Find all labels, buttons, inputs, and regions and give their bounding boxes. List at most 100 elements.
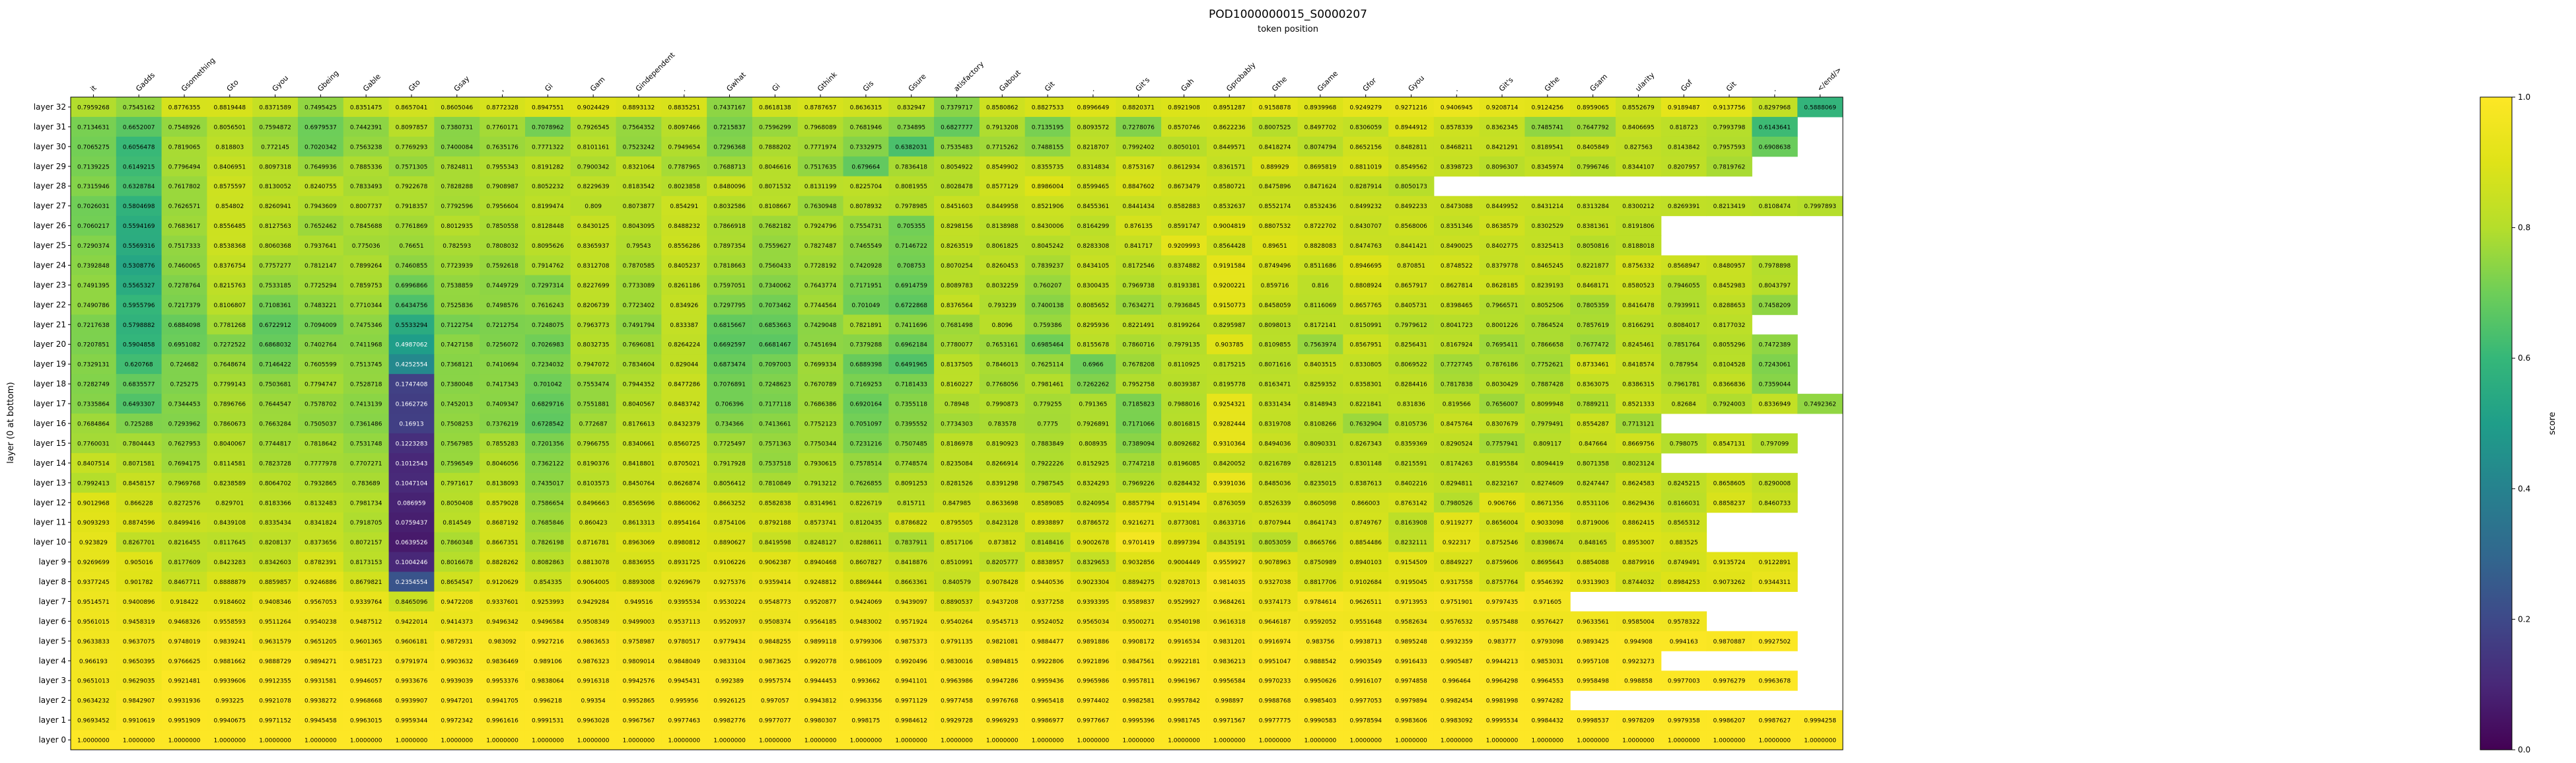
heatmap-cell	[752, 196, 799, 217]
cell-value-label: 0.9994258	[1804, 718, 1836, 725]
heatmap-cell	[570, 492, 617, 513]
cell-value-label: 0.6692597	[713, 342, 746, 349]
x-tick-label: Gabout	[997, 68, 1022, 93]
heatmap-cell	[570, 215, 617, 236]
heatmap-cell	[388, 374, 435, 394]
heatmap-cell	[1706, 156, 1752, 177]
heatmap-cell	[1524, 453, 1571, 474]
heatmap-cell	[1433, 690, 1480, 711]
cell-value-label: 0.8517106	[941, 540, 973, 546]
heatmap-cell	[1479, 97, 1525, 118]
heatmap-cell	[1070, 354, 1116, 375]
heatmap-cell	[1479, 295, 1525, 315]
cell-value-label: 0.9601365	[350, 639, 382, 645]
heatmap-cell	[1343, 492, 1389, 513]
cell-value-label: 0.7750344	[805, 441, 837, 447]
heatmap-cell	[661, 532, 707, 553]
cell-value-label: 0.7563974	[1305, 342, 1337, 349]
cell-value-label: 0.9963986	[941, 678, 973, 685]
cell-value-label: 0.8477286	[668, 382, 700, 388]
cell-value-label: 0.8300212	[1622, 203, 1655, 210]
heatmap-cell	[1024, 591, 1071, 612]
cell-value-label: 0.8288653	[1713, 303, 1746, 309]
heatmap-cell	[934, 196, 980, 217]
heatmap-cell	[297, 532, 344, 553]
cell-value-label: 0.7899264	[350, 263, 382, 270]
cell-value-label: 0.8163471	[1259, 382, 1291, 388]
heatmap-cell	[979, 690, 1026, 711]
heatmap-cell	[797, 453, 844, 474]
cell-value-label: 0.9895248	[1395, 639, 1427, 645]
cell-value-label: 0.8858237	[1713, 500, 1746, 507]
heatmap-cell	[161, 295, 207, 315]
cell-value-label: 0.8568947	[1668, 263, 1700, 270]
cell-value-label: 0.8613313	[623, 520, 655, 527]
cell-value-label: 0.8324293	[1077, 480, 1110, 487]
cell-value-label: 0.7243061	[1758, 362, 1791, 369]
cell-value-label: 0.8759606	[1486, 560, 1519, 566]
heatmap-cell	[979, 116, 1026, 137]
cell-value-label: 0.9400896	[123, 599, 155, 606]
heatmap-cell	[434, 275, 480, 295]
heatmap-cell	[570, 671, 617, 691]
cell-value-label: 0.8568006	[1395, 223, 1427, 230]
cell-value-label: 0.9905487	[1441, 659, 1473, 665]
cell-value-label: 0.8490025	[1441, 243, 1473, 250]
heatmap-cell	[1070, 453, 1116, 474]
heatmap-cell	[1206, 552, 1253, 573]
heatmap-cell	[1297, 196, 1343, 217]
cell-value-label: 0.8888879	[213, 579, 246, 586]
cell-value-label: 0.7748574	[895, 460, 927, 467]
heatmap-cell	[1661, 354, 1707, 375]
cell-value-label: 0.9988768	[1259, 698, 1291, 705]
cell-value-label: 0.7963773	[577, 322, 610, 329]
heatmap-cell	[297, 255, 344, 275]
cell-value-label: 0.782593	[443, 243, 471, 250]
cell-value-label: 0.7810849	[759, 480, 791, 487]
cell-value-label: 0.9982776	[713, 718, 746, 725]
colorbar-tick-label: 0.8	[2518, 223, 2530, 233]
heatmap-cell	[1297, 591, 1343, 612]
heatmap-cell	[1388, 611, 1435, 632]
cell-value-label: 0.8245215	[1668, 480, 1700, 487]
heatmap-cell	[661, 710, 707, 731]
cell-value-label: 0.7626855	[850, 480, 882, 487]
heatmap-cell	[207, 651, 253, 671]
cell-value-label: 0.7537518	[759, 460, 791, 467]
cell-value-label: 0.8652156	[1349, 144, 1382, 151]
cell-value-label: 0.7707271	[350, 460, 382, 467]
cell-value-label: 0.7883849	[1032, 441, 1064, 447]
cell-value-label: 0.8813078	[577, 560, 610, 566]
heatmap-cell	[1297, 433, 1343, 454]
heatmap-cell	[1433, 374, 1480, 394]
heatmap-cell	[979, 472, 1026, 493]
cell-value-label: 0.7897354	[713, 243, 746, 250]
x-tick-label: .	[1770, 85, 1778, 93]
heatmap-cell	[888, 394, 935, 414]
cell-value-label: 0.8054922	[941, 164, 973, 170]
heatmap-cell	[1252, 215, 1298, 236]
heatmap-cell	[1479, 116, 1525, 137]
heatmap-cell	[1070, 116, 1116, 137]
heatmap-cell	[888, 433, 935, 454]
heatmap-cell	[1524, 730, 1571, 750]
cell-value-label: 0.8284432	[1168, 480, 1200, 487]
cell-value-label: 0.8458059	[1259, 303, 1291, 309]
heatmap-cell	[570, 472, 617, 493]
heatmap-cell	[1206, 651, 1253, 671]
cell-value-label: 0.701049	[851, 303, 880, 309]
heatmap-cell	[1297, 275, 1343, 295]
cell-value-label: 0.9964298	[1486, 678, 1519, 685]
cell-value-label: 0.7819762	[1713, 164, 1746, 170]
heatmap-cell	[207, 215, 253, 236]
cell-value-label: 0.8287914	[1349, 184, 1382, 190]
heatmap-cell	[388, 710, 435, 731]
cell-value-label: 0.9122891	[1758, 560, 1791, 566]
cell-value-label: 0.8208137	[259, 540, 291, 546]
heatmap-cell	[707, 651, 753, 671]
cell-value-label: 0.1662726	[396, 402, 428, 408]
heatmap-cell	[1161, 334, 1207, 355]
cell-value-label: 0.8854486	[1349, 540, 1382, 546]
cell-value-label: 0.7171066	[1122, 421, 1155, 428]
cell-value-label: 0.8050173	[1395, 184, 1427, 190]
